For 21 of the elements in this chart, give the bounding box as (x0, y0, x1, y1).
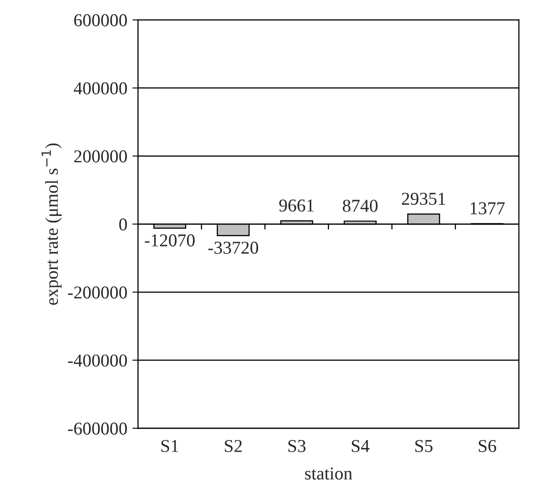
data-label: -12070 (144, 234, 195, 246)
y-tick-label: -400000 (68, 354, 127, 367)
y-tick-label: -200000 (68, 286, 127, 299)
x-tick-label: S1 (161, 440, 178, 452)
y-tick-label: -600000 (68, 422, 127, 435)
x-tick-label: S4 (352, 440, 370, 452)
x-tick-label: S3 (288, 440, 306, 452)
data-label: -33720 (208, 242, 258, 254)
x-tick-label: S5 (415, 440, 432, 452)
data-label: 8740 (342, 200, 378, 212)
x-tick-label: S6 (478, 440, 496, 452)
x-axis-title: station (305, 467, 352, 480)
y-tick-label: 400000 (74, 82, 127, 94)
y-tick-label: 0 (119, 218, 127, 231)
x-tick-label: S2 (224, 440, 242, 452)
data-label: 1377 (470, 202, 505, 214)
data-label: 29351 (402, 192, 446, 205)
y-tick-label: 600000 (74, 14, 127, 26)
y-axis-title: export rate (μmol s$^{−1}$) (42, 143, 62, 305)
data-label: 9661 (279, 199, 314, 212)
y-tick-label: 200000 (74, 150, 127, 162)
